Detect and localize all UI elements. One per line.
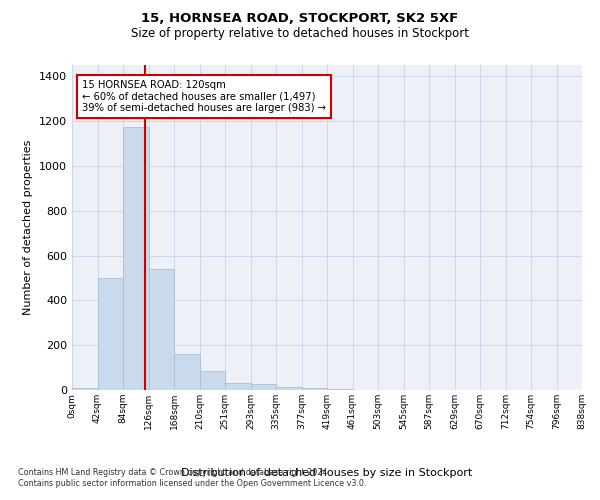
Bar [174,354,199,390]
Bar [72,388,97,390]
Bar [199,371,225,390]
Text: Size of property relative to detached houses in Stockport: Size of property relative to detached ho… [131,28,469,40]
Y-axis label: Number of detached properties: Number of detached properties [23,140,34,315]
Text: Contains HM Land Registry data © Crown copyright and database right 2024.
Contai: Contains HM Land Registry data © Crown c… [18,468,367,487]
Bar [123,126,149,390]
X-axis label: Distribution of detached houses by size in Stockport: Distribution of detached houses by size … [181,468,473,478]
Text: 15, HORNSEA ROAD, STOCKPORT, SK2 5XF: 15, HORNSEA ROAD, STOCKPORT, SK2 5XF [142,12,458,26]
Bar [97,278,123,390]
Bar [276,386,302,390]
Bar [302,388,327,390]
Text: 15 HORNSEA ROAD: 120sqm
← 60% of detached houses are smaller (1,497)
39% of semi: 15 HORNSEA ROAD: 120sqm ← 60% of detache… [82,80,326,113]
Bar [251,384,276,390]
Bar [225,383,251,390]
Bar [327,389,353,390]
Bar [149,269,174,390]
